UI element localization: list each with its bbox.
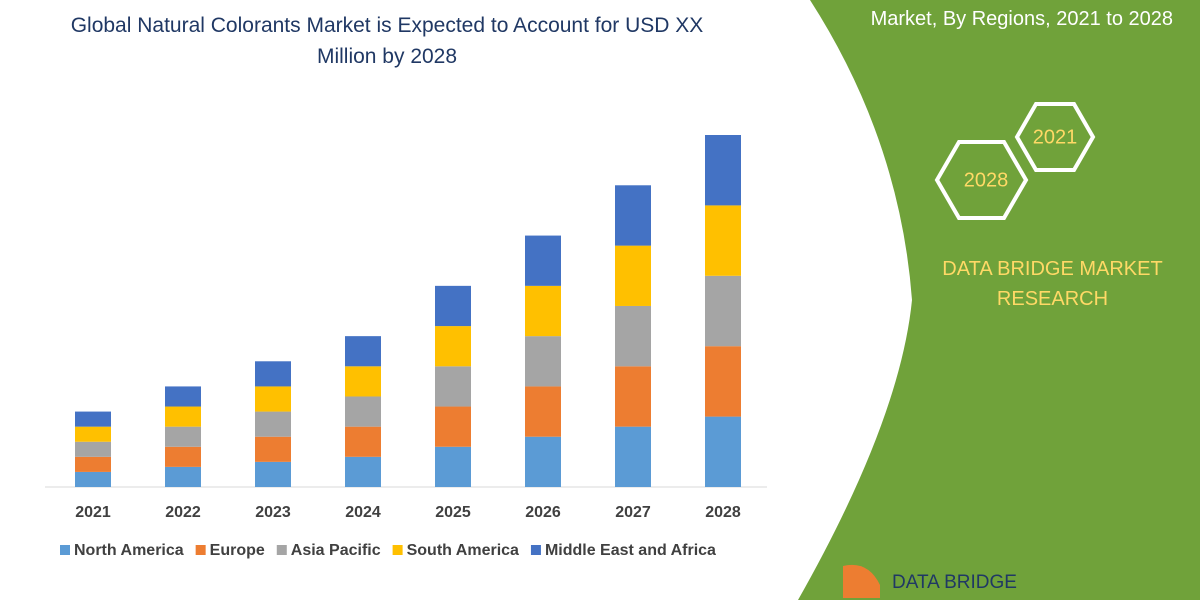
chart-title: Global Natural Colorants Market is Expec… <box>70 14 704 68</box>
bar-segment <box>705 346 741 417</box>
bar-segment <box>165 446 201 467</box>
hexagon-label: 2021 <box>1033 126 1078 148</box>
legend-label: Middle East and Africa <box>545 542 716 559</box>
x-tick-label: 2026 <box>525 504 561 521</box>
bar-segment <box>525 285 561 337</box>
x-tick-label: 2023 <box>255 504 291 521</box>
bar-segment <box>75 441 111 457</box>
hexagon <box>1014 102 1096 172</box>
brand-name: DATA BRIDGE MARKET RESEARCH <box>942 258 1163 310</box>
hexagon <box>934 140 1029 220</box>
bar-segment <box>615 305 651 367</box>
legend-swatch <box>195 545 206 555</box>
bar-segment <box>165 386 201 407</box>
bar-segment <box>75 471 111 487</box>
bar-segment <box>255 386 291 412</box>
x-tick-label: 2028 <box>705 504 741 521</box>
legend-swatch <box>392 545 403 555</box>
bar-segment <box>75 411 111 427</box>
bar-segment <box>615 426 651 487</box>
legend-swatch <box>60 545 70 555</box>
x-tick-label: 2024 <box>345 504 381 521</box>
bar-segment <box>345 426 381 457</box>
bar-segment <box>705 135 741 206</box>
bar-segment <box>255 411 291 437</box>
bar-segment <box>165 426 201 447</box>
bar-segment <box>435 366 471 407</box>
bar-segment <box>75 426 111 442</box>
bar-segment <box>705 416 741 487</box>
bar-segment <box>435 406 471 447</box>
x-tick-label: 2025 <box>435 504 471 521</box>
side-title: Market, By Regions, 2021 to 2028 <box>870 8 1173 30</box>
legend-label: Asia Pacific <box>291 542 381 559</box>
bar-segment <box>345 456 381 487</box>
bar-segment <box>345 396 381 427</box>
bar-segment <box>525 235 561 286</box>
side-panel <box>798 0 1200 600</box>
bar-segment <box>165 406 201 427</box>
bar-segment <box>75 456 111 472</box>
bar-segment <box>165 466 201 487</box>
bar-segment <box>615 366 651 427</box>
legend-label: South America <box>407 542 519 559</box>
legend-swatch <box>276 545 287 555</box>
bar-segment <box>525 436 561 487</box>
logo-icon <box>843 564 880 598</box>
bar-segment <box>435 285 471 327</box>
bar-segment <box>435 446 471 487</box>
bar-segment <box>705 275 741 347</box>
bar-segment <box>345 366 381 397</box>
bar-segment <box>255 436 291 462</box>
legend-swatch <box>530 545 541 555</box>
legend-label: North America <box>74 542 184 559</box>
bar-segment <box>615 245 651 306</box>
bar-segment <box>255 361 291 387</box>
bar-segment <box>255 461 291 487</box>
bar-segment <box>345 336 381 367</box>
bar-segment <box>705 205 741 276</box>
bar-segment <box>615 185 651 246</box>
x-tick-label: 2027 <box>615 504 651 521</box>
hexagon-label: 2028 <box>964 169 1009 191</box>
bar-segment <box>435 326 471 367</box>
x-tick-label: 2021 <box>75 504 111 521</box>
bar-segment <box>525 386 561 437</box>
bar-segment <box>525 336 561 387</box>
legend-label: Europe <box>210 542 265 559</box>
x-tick-label: 2022 <box>165 504 201 521</box>
logo-text: DATA BRIDGE <box>892 572 1017 593</box>
